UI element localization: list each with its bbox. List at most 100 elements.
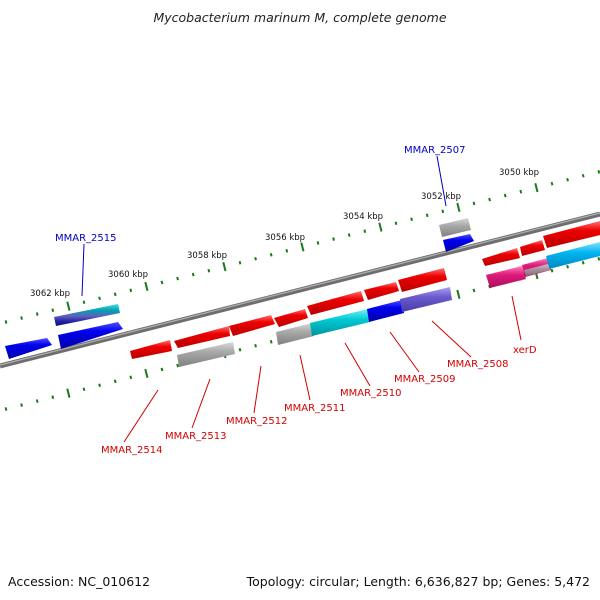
cds-arrow-xerd[interactable] — [482, 248, 520, 266]
gene-label-mmar-2513[interactable]: MMAR_2513 — [165, 431, 227, 442]
map-title: Mycobacterium marinum M, complete genome — [153, 10, 446, 25]
gene-block-mmar-2515-stripe — [54, 304, 120, 326]
gene-label-mmar-2511[interactable]: MMAR_2511 — [284, 403, 346, 414]
outer-tick-minor — [363, 229, 367, 233]
outer-tick-major — [66, 301, 71, 311]
genome-backbone-highlight — [0, 212, 600, 366]
cds-arrow-mmar-2515[interactable] — [58, 322, 123, 349]
inner-tick-minor — [472, 288, 476, 293]
gene-label-mmar-2514[interactable]: MMAR_2514 — [101, 445, 163, 456]
leader-mmar-2515 — [81, 243, 85, 297]
outer-tick-minor — [269, 253, 273, 257]
gene-block-mmar-2509-blue — [367, 300, 404, 322]
gene-label-xerd[interactable]: xerD — [513, 345, 537, 356]
outer-tick-minor — [113, 292, 117, 297]
outer-tick-minor — [566, 177, 569, 182]
inner-tick-major — [66, 388, 71, 398]
outer-tick-minor — [332, 237, 335, 241]
outer-tick-major — [222, 262, 227, 272]
inner-tick-minor — [82, 387, 86, 392]
inner-tick-minor — [20, 403, 23, 407]
outer-tick-minor — [254, 256, 257, 261]
cds-arrow-mmar-2513[interactable] — [174, 326, 230, 348]
gene-label-mmar-2508[interactable]: MMAR_2508 — [447, 359, 509, 370]
outer-tick-minor — [160, 280, 164, 285]
cds-arrow-mmar-2512[interactable] — [229, 315, 275, 336]
outer-tick-minor — [410, 217, 413, 222]
gene-label-mmar-2510[interactable]: MMAR_2510 — [340, 388, 402, 399]
scale-label-3058: 3058 kbp — [187, 251, 227, 261]
outer-tick-minor — [129, 288, 133, 293]
inner-tick-minor — [566, 264, 569, 269]
genome-summary-text: Topology: circular; Length: 6,636,827 bp… — [246, 574, 590, 589]
gene-block-right-gray-strip — [524, 264, 550, 276]
outer-tick-minor — [207, 268, 211, 273]
outer-tick-minor — [238, 260, 242, 265]
label-leaders — [81, 155, 522, 443]
inner-tick-minor — [129, 375, 133, 380]
inner-tick-major — [456, 289, 461, 300]
outer-tick-major — [300, 242, 305, 252]
inner-tick-minor — [254, 343, 257, 348]
inner-tick-minor — [4, 407, 8, 411]
inner-tick-minor — [160, 367, 164, 372]
outer-tick-minor — [285, 249, 289, 253]
outer-tick-minor — [441, 209, 445, 214]
cds-arrow-reverse-right-2[interactable] — [543, 221, 600, 248]
scale-label-3056: 3056 kbp — [265, 233, 305, 243]
outer-tick-minor — [51, 308, 55, 312]
leader-mmar-2514 — [123, 389, 159, 443]
gene-block-mmar-2507-gray — [439, 218, 471, 237]
genome-backbone — [0, 211, 600, 369]
gene-block-mmar-2508-purple — [400, 287, 452, 312]
gene-label-mmar-2507[interactable]: MMAR_2507 — [404, 145, 466, 156]
inner-tick-minor — [238, 347, 242, 352]
cds-arrow-mmar-2508[interactable] — [398, 268, 447, 292]
outer-tick-minor — [191, 272, 195, 277]
inner-tick-minor — [550, 268, 554, 273]
outer-tick-minor — [4, 320, 8, 324]
gene-block-right-sky — [546, 242, 600, 269]
scale-label-3054: 3054 kbp — [343, 212, 383, 222]
scale-label-3052: 3052 kbp — [421, 192, 461, 202]
cds-arrow-mmar-2511[interactable] — [274, 309, 308, 327]
outer-scale-ticks — [4, 170, 600, 324]
outer-tick-minor — [550, 181, 554, 186]
cds-arrow-mmar-2514[interactable] — [130, 340, 172, 359]
outer-tick-major — [534, 183, 539, 193]
outer-tick-minor — [503, 193, 507, 198]
cds-arrow-forward-left[interactable] — [5, 338, 52, 359]
gene-block-xerd-magenta — [486, 266, 526, 288]
inner-tick-minor — [51, 395, 55, 399]
outer-tick-major — [456, 202, 461, 213]
inner-tick-minor — [113, 379, 117, 384]
gene-label-mmar-2512[interactable]: MMAR_2512 — [226, 416, 288, 427]
cds-arrow-mmar-2509[interactable] — [364, 282, 399, 300]
cds-arrow-mmar-2507[interactable] — [443, 234, 474, 252]
leader-mmar-2510 — [344, 342, 371, 387]
leader-mmar-2511 — [299, 354, 311, 401]
gene-label-mmar-2515[interactable]: MMAR_2515 — [55, 233, 117, 244]
outer-tick-major — [378, 222, 383, 232]
cds-arrow-mmar-2510[interactable] — [307, 291, 364, 315]
accession-text: Accession: NC_010612 — [8, 574, 150, 589]
outer-tick-minor — [519, 189, 523, 194]
outer-tick-minor — [597, 170, 600, 174]
outer-tick-minor — [425, 213, 429, 218]
leader-mmar-2507 — [436, 155, 447, 207]
outer-tick-minor — [35, 312, 39, 316]
leader-mmar-2508 — [431, 320, 472, 358]
gene-label-mmar-2509[interactable]: MMAR_2509 — [394, 374, 456, 385]
outer-tick-minor — [394, 221, 398, 226]
outer-tick-minor — [98, 296, 101, 301]
leader-mmar-2513 — [191, 378, 211, 429]
leader-mmar-2509 — [389, 331, 420, 373]
outer-tick-minor — [176, 276, 179, 281]
cds-arrow-reverse-right-1[interactable] — [520, 240, 545, 256]
scale-label-3050: 3050 kbp — [499, 168, 539, 178]
scale-label-3060: 3060 kbp — [108, 270, 148, 280]
inner-tick-minor — [597, 257, 600, 261]
inner-tick-minor — [35, 399, 39, 403]
outer-tick-minor — [316, 241, 320, 245]
